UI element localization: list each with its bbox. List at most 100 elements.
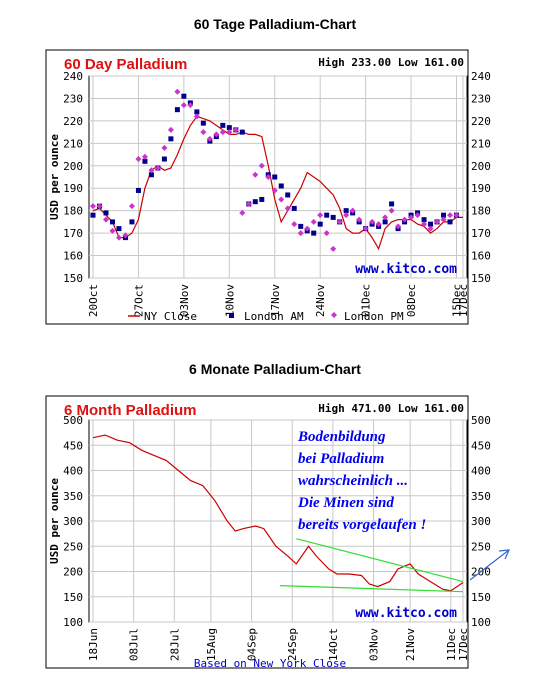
point-london-am bbox=[142, 158, 148, 164]
point-london-am bbox=[103, 210, 109, 216]
legend-label-london-am: London AM bbox=[244, 310, 304, 323]
point-london-am bbox=[421, 217, 427, 223]
point-london-am bbox=[447, 219, 453, 225]
point-london-pm bbox=[245, 200, 252, 207]
y-tick-label-right: 200 bbox=[471, 160, 491, 173]
y-tick-label-left: 230 bbox=[63, 92, 83, 105]
high-low-label: High 233.00 Low 161.00 bbox=[318, 56, 464, 69]
chart-group-1: 150 150 160 160 170 170 180 180 190 190 200 200 210 2… bbox=[45, 49, 491, 325]
point-london-am bbox=[252, 199, 258, 205]
y-tick-label-left: 250 bbox=[63, 540, 83, 553]
point-london-pm bbox=[232, 126, 239, 133]
trendline bbox=[296, 538, 464, 583]
y-tick-label-right: 450 bbox=[471, 439, 491, 452]
point-london-am bbox=[239, 129, 245, 135]
point-london-pm bbox=[317, 212, 324, 219]
point-london-pm bbox=[128, 203, 135, 210]
point-london-pm bbox=[284, 205, 291, 212]
legend-label-london-pm: London PM bbox=[344, 310, 404, 323]
chart-title: 60 Day Palladium bbox=[64, 56, 187, 73]
x-tick-label: 21Nov bbox=[404, 628, 417, 661]
arrow-head-icon bbox=[498, 549, 510, 560]
y-tick-label-right: 230 bbox=[471, 92, 491, 105]
watermark: www.kitco.com bbox=[355, 262, 457, 277]
x-tick-label: 03Nov bbox=[178, 284, 191, 317]
point-london-pm bbox=[239, 209, 246, 216]
point-london-pm bbox=[122, 232, 129, 239]
point-london-pm bbox=[434, 218, 441, 225]
y-tick-label-left: 500 bbox=[63, 414, 83, 427]
point-london-am bbox=[428, 221, 434, 227]
arrow-icon bbox=[469, 549, 510, 581]
y-tick-label-left: 450 bbox=[63, 439, 83, 452]
point-london-am bbox=[317, 221, 323, 227]
x-tick-label: 10Nov bbox=[223, 284, 236, 317]
point-london-pm bbox=[349, 207, 356, 214]
y-tick-label-left: 170 bbox=[63, 227, 83, 240]
point-london-pm bbox=[200, 129, 207, 136]
chart-heading-bottom: 6 Monate Palladium-Chart bbox=[189, 361, 361, 377]
x-tick-label: 08Jul bbox=[128, 628, 141, 661]
point-london-am bbox=[200, 120, 206, 126]
point-london-pm bbox=[343, 212, 350, 219]
x-tick-label: 28Jul bbox=[168, 628, 181, 661]
point-london-pm bbox=[193, 113, 200, 120]
chart-title: 6 Month Palladium bbox=[64, 402, 197, 419]
x-tick-label: 04Sep bbox=[246, 628, 259, 661]
point-london-pm bbox=[258, 162, 265, 169]
point-london-pm bbox=[213, 131, 220, 138]
legend-label-ny-close: NY Close bbox=[144, 310, 197, 323]
chart-heading-top: 60 Tage Palladium-Chart bbox=[193, 16, 357, 32]
x-tick-label: 17Dec bbox=[457, 628, 470, 661]
annotation-line: Bodenbildung bbox=[297, 429, 386, 445]
point-london-pm bbox=[356, 216, 363, 223]
legend-swatch-london-pm bbox=[331, 312, 337, 318]
point-london-am bbox=[90, 212, 96, 218]
x-tick-label: 17Nov bbox=[269, 284, 282, 317]
y-tick-label-left: 180 bbox=[63, 205, 83, 218]
point-london-pm bbox=[102, 216, 109, 223]
x-tick-label: 24Nov bbox=[314, 284, 327, 317]
x-tick-label: 15Dec bbox=[451, 284, 464, 317]
point-london-pm bbox=[226, 129, 233, 136]
point-london-pm bbox=[154, 165, 161, 172]
series-line-ny-close bbox=[92, 115, 463, 251]
y-axis-label: USD per ounce bbox=[48, 134, 61, 220]
point-london-pm bbox=[401, 216, 408, 223]
x-tick-label: 08Dec bbox=[405, 284, 418, 317]
x-tick-label: 24Sep bbox=[286, 628, 299, 661]
point-london-am bbox=[220, 122, 226, 128]
y-tick-label-right: 400 bbox=[471, 465, 491, 478]
point-london-pm bbox=[453, 212, 460, 219]
point-london-am bbox=[129, 219, 135, 225]
point-london-pm bbox=[395, 223, 402, 230]
point-london-am bbox=[291, 205, 297, 211]
point-london-pm bbox=[382, 214, 389, 221]
y-tick-label-left: 200 bbox=[63, 160, 83, 173]
y-tick-label-right: 190 bbox=[471, 182, 491, 195]
y-tick-label-right: 500 bbox=[471, 414, 491, 427]
y-tick-label-right: 250 bbox=[471, 540, 491, 553]
watermark: www.kitco.com bbox=[355, 606, 457, 621]
point-london-am bbox=[382, 219, 388, 225]
y-tick-label-left: 160 bbox=[63, 250, 83, 263]
point-london-pm bbox=[141, 153, 148, 160]
point-london-pm bbox=[206, 135, 213, 142]
x-tick-label: 03Nov bbox=[368, 628, 381, 661]
trendline bbox=[279, 585, 464, 593]
y-tick-label-right: 350 bbox=[471, 490, 491, 503]
y-tick-label-left: 150 bbox=[63, 591, 83, 604]
point-london-am bbox=[278, 183, 284, 189]
point-london-pm bbox=[388, 207, 395, 214]
point-london-am bbox=[168, 136, 174, 142]
point-london-am bbox=[259, 196, 265, 202]
chart-group-2: 1001001501502002002502503003003503504004… bbox=[45, 395, 510, 670]
point-london-pm bbox=[174, 88, 181, 95]
point-london-pm bbox=[336, 218, 343, 225]
point-london-pm bbox=[161, 144, 168, 151]
y-tick-label-left: 350 bbox=[63, 490, 83, 503]
point-london-am bbox=[194, 109, 200, 115]
point-london-am bbox=[161, 156, 167, 162]
x-tick-label: 20Oct bbox=[87, 284, 100, 317]
